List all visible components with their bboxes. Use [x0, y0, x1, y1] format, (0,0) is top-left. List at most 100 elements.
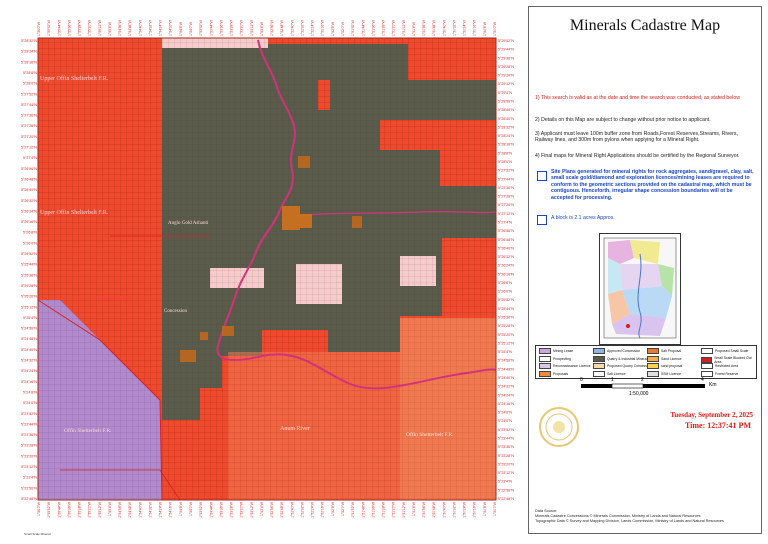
coordinate-label: 1°54'40"W: [138, 501, 142, 518]
coordinate-label: 1°55'20"W: [88, 19, 92, 36]
legend-swatch: [539, 363, 551, 369]
coordinate-label: 5°28'8"N: [23, 71, 37, 75]
legend-label: Proposed Small Scale: [715, 349, 749, 353]
coordinate-label: 1°50'16"W: [473, 501, 477, 518]
concession-area: [162, 48, 496, 420]
coordinate-label: 5°23'28"N: [21, 444, 37, 448]
coordinate-label: 5°26'40"N: [21, 188, 37, 192]
coordinate-label: 1°50'40"W: [442, 19, 446, 36]
coordinate-label: 1°51'36"W: [371, 501, 375, 518]
coordinate-label: 1°55'36"W: [67, 501, 71, 518]
coordinate-label: 5°23'36"N: [498, 445, 514, 449]
coordinate-label: 5°24'40"N: [498, 376, 514, 380]
coordinate-label: 5°25'44"N: [21, 263, 37, 267]
legend-swatch: [593, 355, 605, 362]
boundary-line: [60, 469, 181, 501]
longitude-labels-bottom: 1°56'0"W 1°55'52"W 1°55'44"W 1°55'36"W 1°55'…: [37, 501, 497, 518]
coordinate-label: 1°52'48"W: [280, 19, 284, 36]
place-label: Upper Offin Shelterbelt F.R.: [40, 75, 109, 82]
legend-item: Restricted Area: [701, 363, 738, 369]
note-text: Details on this Map are subject to chang…: [541, 117, 711, 123]
cadastre-map-canvas[interactable]: Upper Offin Shelterbelt F.R. Upper Offin…: [0, 0, 526, 532]
locator-map: [599, 233, 681, 345]
coordinate-label: 5°23'36"N: [21, 433, 37, 437]
coordinate-label: 5°28'0"N: [23, 82, 37, 86]
locator-region: [612, 314, 666, 336]
coordinate-label: 1°54'8"W: [179, 21, 183, 36]
coordinate-label: 5°23'44"N: [21, 422, 37, 426]
coordinate-label: 5°26'56"N: [21, 167, 37, 171]
place-label: Anum River: [280, 426, 310, 432]
coordinate-label: 5°29'36"N: [498, 56, 514, 60]
coordinate-label: 1°54'24"W: [159, 19, 163, 36]
locator-marker: [626, 324, 630, 328]
source-line: Minerals Cadastre Concessions © Minerals…: [535, 513, 701, 518]
locator-region: [608, 240, 634, 264]
concession-area: [330, 80, 496, 120]
legend-item: Salt Licence: [593, 370, 625, 377]
coordinate-label: 1°53'28"W: [230, 501, 234, 518]
sand-licence-block: [282, 206, 300, 230]
cadastre-map[interactable]: Upper Offin Shelterbelt F.R. Upper Offin…: [0, 0, 526, 536]
sand-licence-block: [298, 156, 310, 168]
coordinate-label: 5°23'52"N: [21, 412, 37, 416]
legend-label: Proposed Quarry Concession: [607, 364, 652, 368]
place-label: Upper Offin Shelterbelt F.R.: [40, 209, 109, 216]
locator-region: [622, 286, 672, 318]
coordinate-label: 1°51'4"W: [412, 21, 416, 36]
scale-bar-graphic: [581, 383, 705, 389]
coordinate-label: 1°52'56"W: [270, 19, 274, 36]
legend-label: Mining Lease: [553, 349, 574, 353]
coordinate-label: 5°25'4"N: [498, 350, 512, 354]
coordinate-label: 5°27'4"N: [23, 156, 37, 160]
coordinate-label: 1°51'44"W: [361, 501, 365, 518]
legend-item: Proposals: [539, 370, 568, 377]
coordinate-label: 5°25'20"N: [21, 295, 37, 299]
map-info-panel: Minerals Cadastre Map 1) This search is …: [528, 6, 762, 534]
coordinate-label: 1°55'36"W: [67, 19, 71, 36]
coordinate-label: 1°52'40"W: [290, 501, 294, 518]
coordinate-label: 5°23'20"N: [21, 454, 37, 458]
coordinate-label: 5°28'32"N: [21, 39, 37, 43]
coordinate-label: 5°24'8"N: [23, 390, 37, 394]
legend-label: Small Scale Blocked Out Area: [714, 355, 752, 364]
coordinate-label: 5°24'16"N: [21, 380, 37, 384]
legend-item: Quarry & Industrial Minerals: [593, 355, 649, 362]
legend-swatch: [647, 363, 659, 369]
legend-swatch: [593, 370, 605, 377]
data-source: Data Source: Minerals Cadastre Concessio…: [535, 509, 757, 523]
legend-item: Mining Lease: [539, 348, 573, 354]
coordinate-label: 5°28'24"N: [21, 50, 37, 54]
place-label: Concession: [164, 309, 188, 314]
coordinate-label: 5°29'12"N: [498, 82, 514, 86]
note-3: 3) Applicant must leave 100m buffer zone…: [535, 131, 755, 144]
coordinate-label: 5°23'52"N: [498, 428, 514, 432]
locator-region: [608, 258, 622, 294]
legend-item: Proposed Small Scale: [701, 348, 748, 354]
coordinate-label: 1°56'0"W: [37, 21, 41, 36]
coordinate-label: 5°27'20"N: [498, 203, 514, 207]
coordinate-label: 1°53'20"W: [240, 19, 244, 36]
coordinate-label: 5°28'0"N: [498, 160, 512, 164]
coordinate-label: 1°50'56"W: [422, 19, 426, 36]
coordinate-label: 5°28'24"N: [498, 134, 514, 138]
coordinate-label: 5°29'52"N: [498, 39, 514, 43]
coordinate-label: 1°55'12"W: [98, 19, 102, 36]
coordinate-label: 5°26'0"N: [498, 290, 512, 294]
coordinate-label: 1°50'32"W: [452, 19, 456, 36]
coordinate-label: 5°22'56"N: [498, 488, 514, 492]
coordinate-label: 5°25'36"N: [21, 273, 37, 277]
note-number: 2): [535, 117, 540, 123]
note-text: This search is valid as at the date and …: [540, 95, 740, 101]
sand-licence-block: [300, 214, 312, 228]
coordinate-label: 1°51'12"W: [402, 501, 406, 518]
legend-swatch: [647, 355, 659, 362]
note-number: 1): [535, 95, 540, 101]
legend-item: Forest Reserve: [701, 370, 738, 377]
coordinate-label: 1°51'12"W: [402, 19, 406, 36]
coordinate-label: 5°29'4"N: [498, 91, 512, 95]
coordinate-label: 5°27'52"N: [498, 169, 514, 173]
coordinate-label: 1°52'24"W: [311, 501, 315, 518]
seal-graphic: [545, 413, 573, 441]
coordinate-label: 1°51'44"W: [361, 19, 365, 36]
